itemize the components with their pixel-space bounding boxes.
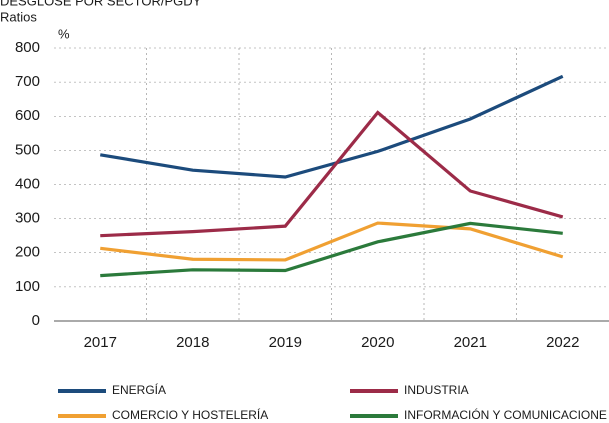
y-tick-label: 700: [15, 73, 40, 90]
series-line: [100, 221, 564, 262]
y-axis-label: %: [58, 26, 70, 41]
series-line: [100, 221, 563, 278]
y-tick-label: 800: [15, 39, 40, 56]
y-tick-label: 100: [15, 278, 40, 295]
x-tick-label: 2020: [361, 334, 394, 351]
series-line: [99, 74, 564, 179]
chart-title: DESGLOSE POR SECTOR/PGDY: [0, 0, 202, 8]
y-tick-label: 500: [15, 141, 40, 158]
x-tick-label: 2018: [176, 334, 209, 351]
x-tick-label: 2022: [546, 334, 579, 351]
y-tick-label: 300: [15, 210, 40, 227]
chart-subtitle: Ratios: [0, 9, 37, 24]
y-tick-label: 0: [32, 312, 40, 329]
legend-label: ENERGÍA: [112, 382, 166, 397]
x-tick-label: 2017: [84, 334, 117, 351]
y-tick-label: 200: [15, 244, 40, 261]
x-tick-label: 2021: [454, 334, 487, 351]
legend-label: INFORMACIÓN Y COMUNICACIONE: [404, 407, 607, 422]
y-tick-label: 400: [15, 175, 40, 192]
legend-label: INDUSTRIA: [404, 383, 469, 397]
legend-label: COMERCIO Y HOSTELERÍA: [112, 407, 268, 422]
y-tick-label: 600: [15, 107, 40, 124]
series-line: [100, 110, 564, 238]
x-tick-label: 2019: [269, 334, 302, 351]
